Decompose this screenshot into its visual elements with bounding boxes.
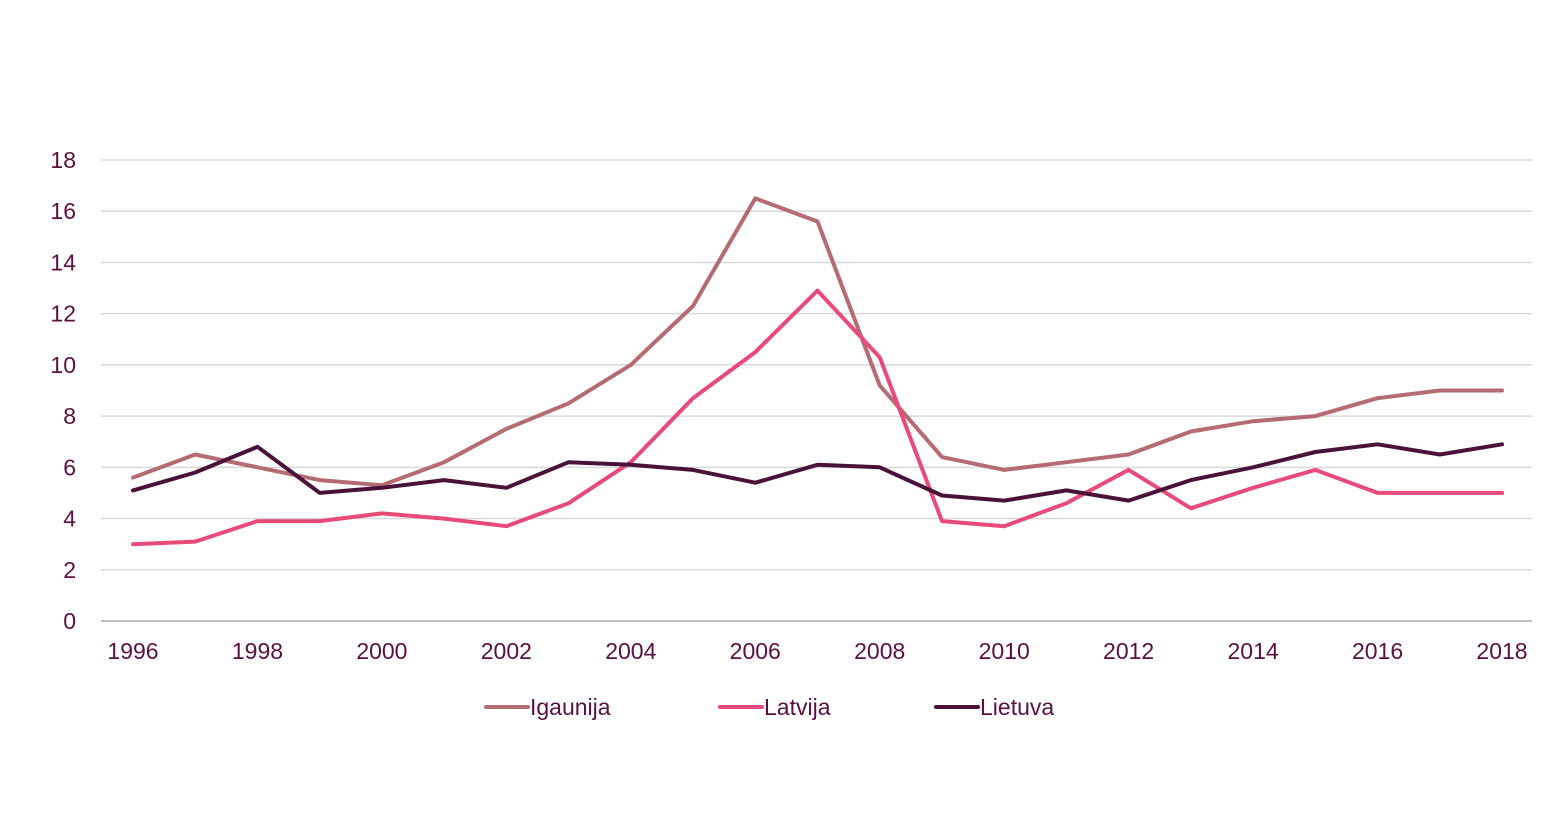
y-tick-label: 16 bbox=[50, 198, 76, 224]
x-tick-label: 2008 bbox=[854, 638, 905, 664]
series-lines bbox=[131, 196, 1504, 547]
y-tick-label: 2 bbox=[63, 557, 76, 583]
y-tick-label: 10 bbox=[50, 352, 76, 378]
y-tick-label: 4 bbox=[63, 506, 76, 532]
legend-label-latvija: Latvija bbox=[764, 694, 831, 720]
x-tick-label: 2012 bbox=[1103, 638, 1154, 664]
y-tick-label: 8 bbox=[63, 403, 76, 429]
y-tick-label: 0 bbox=[63, 608, 76, 634]
x-tick-label: 1998 bbox=[232, 638, 283, 664]
x-tick-label: 2002 bbox=[481, 638, 532, 664]
legend: Igaunija Latvija Lietuva bbox=[484, 694, 1054, 720]
series-line-igaunija bbox=[131, 196, 1504, 488]
gridlines bbox=[101, 159, 1532, 622]
series-line-latvija bbox=[131, 288, 1504, 547]
x-tick-label: 2000 bbox=[356, 638, 407, 664]
x-axis-tick-labels: 1996 1998 2000 2002 2004 2006 2008 2010 2012 2014… bbox=[107, 638, 1527, 664]
y-tick-label: 12 bbox=[50, 301, 76, 327]
x-tick-label: 2014 bbox=[1228, 638, 1279, 664]
y-axis-tick-labels: 0 2 4 6 8 10 12 14 16 18 bbox=[50, 147, 76, 634]
y-tick-label: 6 bbox=[63, 454, 76, 480]
x-tick-label: 2010 bbox=[979, 638, 1030, 664]
x-tick-label: 2016 bbox=[1352, 638, 1403, 664]
legend-label-lietuva: Lietuva bbox=[980, 694, 1054, 720]
x-tick-label: 2004 bbox=[605, 638, 656, 664]
x-tick-label: 2018 bbox=[1476, 638, 1527, 664]
y-tick-label: 14 bbox=[50, 249, 76, 275]
legend-label-igaunija: Igaunija bbox=[530, 694, 611, 720]
series-line-lietuva bbox=[131, 442, 1504, 503]
x-tick-label: 1996 bbox=[107, 638, 158, 664]
y-tick-label: 18 bbox=[50, 147, 76, 173]
x-tick-label: 2006 bbox=[730, 638, 781, 664]
